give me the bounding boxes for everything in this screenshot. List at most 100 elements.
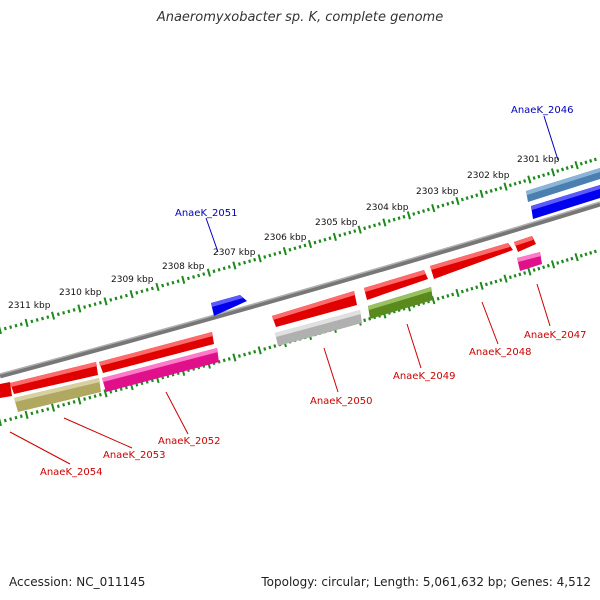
minor-tick <box>387 219 391 223</box>
leader-line <box>536 283 551 327</box>
minor-tick <box>323 237 327 242</box>
major-tick <box>307 239 313 249</box>
minor-tick <box>248 259 252 263</box>
minor-tick <box>150 286 154 291</box>
minor-tick <box>293 246 297 251</box>
major-tick <box>550 260 556 269</box>
minor-tick <box>475 193 479 198</box>
minor-tick <box>446 201 450 206</box>
minor-tick <box>402 214 406 219</box>
gene-anaek-2053-forward[interactable] <box>10 362 98 394</box>
major-tick <box>181 275 186 284</box>
gene-anaek-2052[interactable] <box>102 348 219 392</box>
minor-tick <box>475 285 479 290</box>
minor-tick <box>565 166 569 170</box>
minor-tick <box>328 236 332 241</box>
major-tick <box>406 211 411 220</box>
minor-tick <box>273 344 277 348</box>
scale-label: 2304 kbp <box>366 203 409 213</box>
gene-anaek-2051[interactable] <box>211 295 247 316</box>
gene-anaek-2046b[interactable] <box>531 185 600 219</box>
minor-tick <box>278 250 282 255</box>
gene-anaek-2046[interactable] <box>526 168 600 202</box>
minor-tick <box>565 258 569 262</box>
minor-tick <box>88 395 92 400</box>
minor-tick <box>72 400 76 404</box>
gene-label[interactable]: AnaeK_2046 <box>511 105 573 116</box>
major-tick <box>103 389 108 398</box>
minor-tick <box>579 253 583 258</box>
minor-tick <box>83 397 87 401</box>
minor-tick <box>499 278 503 282</box>
minor-tick <box>93 302 97 306</box>
gene-label[interactable]: AnaeK_2050 <box>310 396 372 407</box>
gene-anaek-2049-forward[interactable] <box>364 270 428 300</box>
minor-tick <box>513 181 517 186</box>
major-tick <box>574 161 579 170</box>
gene-anaek-2050[interactable] <box>275 310 362 346</box>
major-tick <box>382 218 387 227</box>
minor-tick <box>237 262 241 266</box>
major-tick <box>357 225 362 234</box>
minor-tick <box>392 217 396 222</box>
minor-tick <box>412 212 416 216</box>
major-tick <box>527 175 532 184</box>
minor-tick <box>589 158 593 163</box>
minor-tick <box>171 280 175 285</box>
minor-tick <box>489 281 493 285</box>
minor-tick <box>62 311 66 315</box>
gene-anaek-2049[interactable] <box>368 287 433 319</box>
scale-label: 2310 kbp <box>59 288 102 298</box>
gene-label[interactable]: AnaeK_2053 <box>103 450 165 461</box>
minor-tick <box>338 233 342 238</box>
scale-label: 2305 kbp <box>315 218 358 228</box>
gene-label[interactable]: AnaeK_2054 <box>40 467 102 478</box>
minor-tick <box>537 174 541 179</box>
minor-tick <box>441 203 445 208</box>
minor-tick <box>298 244 302 249</box>
minor-tick <box>584 252 588 257</box>
minor-tick <box>253 257 257 262</box>
gene-anaek-2050-forward[interactable] <box>272 291 357 327</box>
major-tick <box>479 189 484 198</box>
gene-anaek-2052-forward[interactable] <box>99 332 214 373</box>
leader-line <box>543 115 559 161</box>
gene-label[interactable]: AnaeK_2052 <box>158 436 220 447</box>
minor-tick <box>537 266 541 271</box>
minor-tick <box>30 411 34 416</box>
scale-label: 2307 kbp <box>213 248 256 258</box>
minor-tick <box>494 279 498 284</box>
major-tick <box>282 247 287 256</box>
minor-tick <box>584 160 588 165</box>
minor-tick <box>93 394 97 398</box>
gene-label[interactable]: AnaeK_2051 <box>175 208 237 219</box>
minor-tick <box>3 418 7 423</box>
major-tick <box>155 282 160 292</box>
minor-tick <box>243 260 247 265</box>
minor-tick <box>186 276 190 281</box>
gene-anaek-2048-forward[interactable] <box>430 243 513 279</box>
genome-summary-text: Topology: circular; Length: 5,061,632 bp… <box>261 575 591 589</box>
gene-anaek-2053[interactable] <box>14 378 101 412</box>
major-tick <box>77 304 82 313</box>
minor-tick <box>460 197 464 202</box>
minor-tick <box>422 209 426 213</box>
minor-tick <box>436 296 440 301</box>
gene-anaek-2047[interactable] <box>517 252 542 271</box>
minor-tick <box>508 183 512 188</box>
gene-label[interactable]: AnaeK_2049 <box>393 371 455 382</box>
gene-label[interactable]: AnaeK_2048 <box>469 347 531 358</box>
leader-line <box>481 301 499 345</box>
map-title: Anaeromyxobacter sp. K, complete genome <box>156 10 444 25</box>
scale-label: 2311 kbp <box>8 301 51 311</box>
minor-tick <box>41 316 44 321</box>
scale-label: 2302 kbp <box>467 171 510 181</box>
gene-anaek-2047-forward[interactable] <box>514 236 536 252</box>
minor-tick <box>451 292 455 297</box>
minor-tick <box>353 229 357 233</box>
gene-anaek-2054-forward[interactable] <box>0 382 12 398</box>
gene-label[interactable]: AnaeK_2047 <box>524 330 586 341</box>
minor-tick <box>560 167 565 172</box>
minor-tick <box>593 157 597 162</box>
